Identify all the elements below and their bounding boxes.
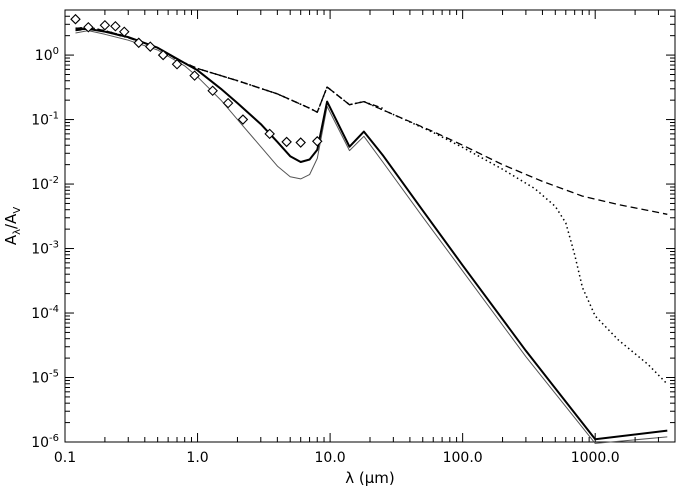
x-tick-label: 100.0 (443, 450, 483, 466)
data-point-diamond (237, 114, 249, 125)
y-axis-title: Aλ/AV (2, 207, 23, 246)
data-point-diamond (110, 20, 121, 32)
y-tick-label: 100 (35, 46, 59, 64)
y-tick-label: 10-3 (31, 240, 59, 258)
data-point-diamond (264, 128, 275, 140)
y-tick-label: 10-6 (31, 433, 59, 451)
data-point-diamond (311, 136, 323, 147)
data-point-diamond (145, 41, 156, 52)
data-point-diamond (189, 70, 200, 81)
data-point-diamond (133, 37, 145, 49)
data-point-diamond (295, 137, 306, 148)
y-tick-label: 10-2 (31, 175, 59, 193)
data-point-diamond (171, 58, 183, 70)
series-line-dash-dot (75, 28, 384, 113)
y-tick-label: 10-1 (31, 111, 59, 129)
y-tick-label: 10-5 (31, 369, 59, 387)
y-axis-title-main2: A (2, 213, 20, 224)
x-tick-label: 1000.0 (571, 450, 620, 466)
data-point-diamond (70, 13, 81, 25)
x-tick-label: 0.1 (54, 450, 76, 466)
data-point-diamond (222, 97, 234, 109)
y-tick-label: 10-4 (31, 304, 59, 322)
data-point-diamond (118, 26, 130, 38)
y-axis-title-slash: / (2, 223, 20, 229)
marker-layer (70, 13, 323, 148)
y-axis-title-main1: A (2, 234, 20, 245)
y-axis-title-sub1: λ (12, 229, 23, 235)
data-point-diamond (207, 85, 218, 97)
x-tick-label: 1.0 (186, 450, 208, 466)
data-point-diamond (99, 19, 111, 31)
x-axis-title: λ (μm) (345, 469, 395, 487)
data-point-diamond (83, 21, 94, 33)
y-axis-title-sub2: V (12, 207, 23, 214)
tick-layer (64, 9, 676, 443)
data-point-diamond (281, 136, 292, 148)
data-point-diamond (157, 49, 169, 61)
x-tick-label: 10.0 (315, 450, 346, 466)
tick-label-layer: 0.1 1.0 10.0 100.0 1000.0 100 10-1 10-2 10-3 10-4… (31, 46, 620, 466)
